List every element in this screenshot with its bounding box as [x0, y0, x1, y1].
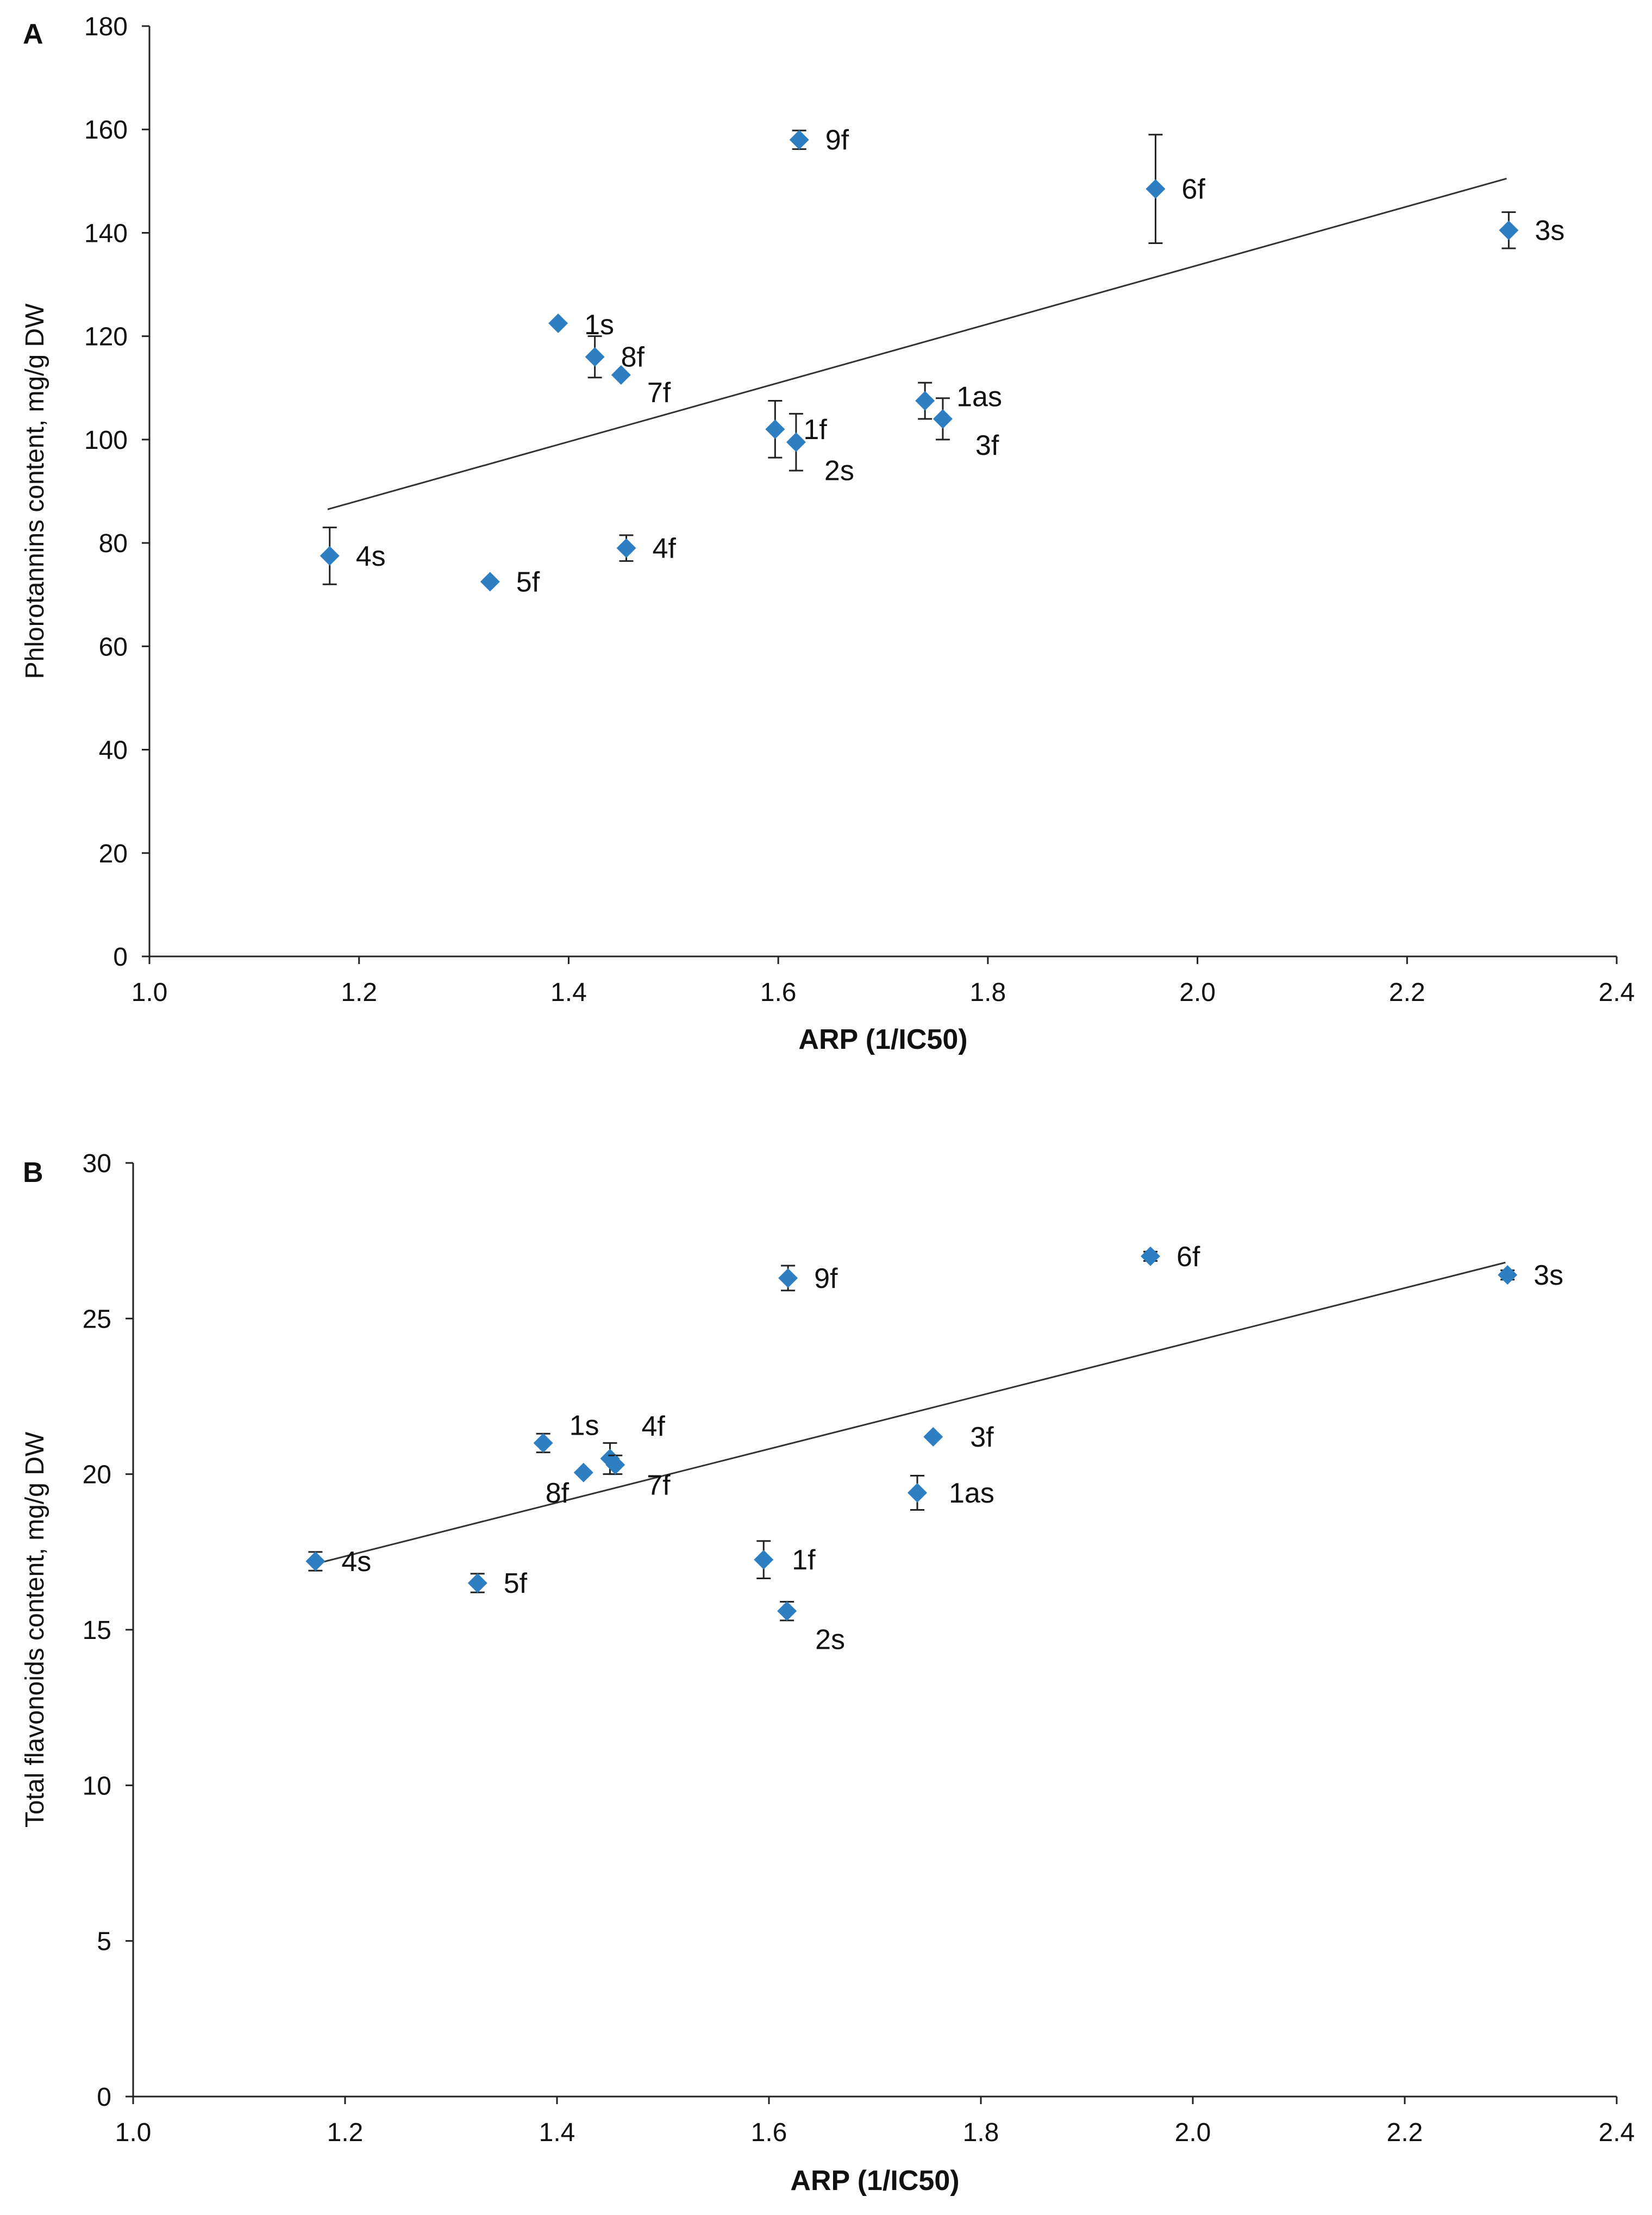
panel-label: B — [23, 1157, 43, 1188]
data-point-label: 5f — [504, 1568, 528, 1599]
data-point-marker — [605, 1455, 625, 1475]
data-point-label: 3s — [1534, 1260, 1563, 1291]
data-point-label: 7f — [647, 1469, 671, 1501]
data-point-label: 3f — [975, 430, 999, 461]
y-tick-label: 40 — [99, 736, 128, 765]
x-tick-label: 1.6 — [751, 2118, 787, 2147]
data-point-label: 1s — [570, 1410, 599, 1441]
data-point-marker — [754, 1550, 774, 1570]
x-tick-label: 2.0 — [1179, 978, 1216, 1007]
data-point-marker — [908, 1483, 927, 1503]
data-point-marker — [585, 347, 605, 367]
y-tick-label: 0 — [113, 943, 128, 972]
y-tick-label: 180 — [84, 12, 128, 41]
x-tick-label: 2.0 — [1175, 2118, 1211, 2147]
data-point-label: 6f — [1181, 174, 1205, 205]
x-axis-title: ARP (1/IC50) — [798, 1024, 967, 1055]
y-tick-label: 25 — [83, 1305, 111, 1334]
data-point-marker — [1499, 220, 1519, 240]
data-point-label: 4f — [642, 1411, 666, 1442]
data-point-marker — [778, 1268, 798, 1288]
trend-line — [313, 1261, 1506, 1566]
x-tick-label: 1.8 — [963, 2118, 999, 2147]
data-point-marker — [480, 572, 500, 592]
data-point-marker — [305, 1551, 326, 1572]
y-tick-label: 30 — [83, 1149, 111, 1178]
y-axis-title: Total flavonoids content, mg/g DW — [21, 1431, 49, 1828]
panel-label: A — [23, 18, 43, 50]
data-point-label: 1f — [803, 414, 827, 446]
data-point-label: 9f — [825, 124, 849, 156]
y-tick-label: 60 — [99, 633, 128, 661]
data-point-label: 1as — [949, 1478, 994, 1509]
y-tick-label: 5 — [97, 1928, 111, 1956]
x-tick-label: 1.2 — [327, 2118, 364, 2147]
data-point-label: 3f — [970, 1422, 994, 1453]
data-point-marker — [789, 130, 809, 150]
x-tick-label: 1.0 — [132, 978, 168, 1007]
y-tick-label: 10 — [83, 1772, 111, 1800]
data-point-label: 2s — [824, 455, 854, 487]
data-point-marker — [923, 1426, 943, 1447]
x-tick-label: 2.2 — [1387, 2118, 1423, 2147]
data-point-marker — [1141, 1246, 1160, 1266]
data-point-label: 8f — [621, 342, 645, 373]
data-point-marker — [467, 1573, 487, 1593]
data-point-marker — [765, 419, 785, 439]
x-axis-title: ARP (1/IC50) — [790, 2165, 959, 2197]
x-tick-label: 1.8 — [969, 978, 1006, 1007]
trend-line — [327, 178, 1507, 510]
y-tick-label: 0 — [97, 2083, 111, 2112]
y-tick-label: 80 — [99, 529, 128, 558]
y-tick-label: 160 — [84, 116, 128, 145]
panel-a-chart: 0 20 40 60 80 100 120 140 160 180 1.0 1.2 1.4 1.6 1.8 2… — [21, 12, 1635, 1055]
x-tick-label: 1.2 — [341, 978, 377, 1007]
x-tick-label: 1.0 — [115, 2118, 152, 2147]
data-point-label: 6f — [1177, 1241, 1200, 1273]
x-tick-label: 1.4 — [550, 978, 587, 1007]
data-point-label: 5f — [516, 566, 540, 598]
data-point-label: 4f — [653, 533, 677, 565]
data-point-marker — [616, 538, 636, 558]
data-point-marker — [611, 365, 631, 385]
y-tick-label: 20 — [99, 840, 128, 868]
x-tick-label: 1.6 — [760, 978, 797, 1007]
x-tick-label: 2.2 — [1389, 978, 1425, 1007]
data-point-label: 8f — [546, 1478, 570, 1509]
data-point-marker — [1498, 1265, 1518, 1285]
data-point-marker — [915, 391, 935, 411]
data-point-label: 7f — [647, 377, 671, 409]
data-point-label: 1as — [956, 381, 1002, 413]
data-point-marker — [1146, 179, 1166, 199]
data-point-label: 9f — [814, 1263, 838, 1294]
data-point-marker — [777, 1601, 797, 1621]
data-point-marker — [933, 409, 953, 429]
data-point-marker — [573, 1462, 593, 1482]
y-tick-label: 20 — [83, 1461, 111, 1490]
data-point-label: 1f — [792, 1544, 816, 1576]
data-point-marker — [320, 546, 340, 566]
data-point-label: 4s — [356, 541, 386, 572]
x-tick-label: 2.4 — [1599, 978, 1635, 1007]
data-point-label: 4s — [341, 1546, 371, 1578]
data-point-label: 2s — [815, 1624, 845, 1656]
data-point-marker — [786, 432, 806, 452]
y-tick-label: 100 — [84, 426, 128, 455]
y-tick-label: 140 — [84, 219, 128, 248]
data-point-marker — [533, 1433, 553, 1453]
x-tick-label: 2.4 — [1599, 2118, 1635, 2147]
y-axis-title: Phlorotannins content, mg/g DW — [21, 303, 49, 679]
data-point-label: 3s — [1535, 215, 1565, 247]
y-tick-label: 120 — [84, 323, 128, 352]
panel-b-chart: 0 5 10 15 20 25 30 1.0 1.2 1.4 1.6 1.8 2.0 2.2 2.4 ARP … — [21, 1149, 1635, 2197]
y-tick-label: 15 — [83, 1616, 111, 1645]
data-point-marker — [548, 313, 568, 333]
x-tick-label: 1.4 — [539, 2118, 575, 2147]
